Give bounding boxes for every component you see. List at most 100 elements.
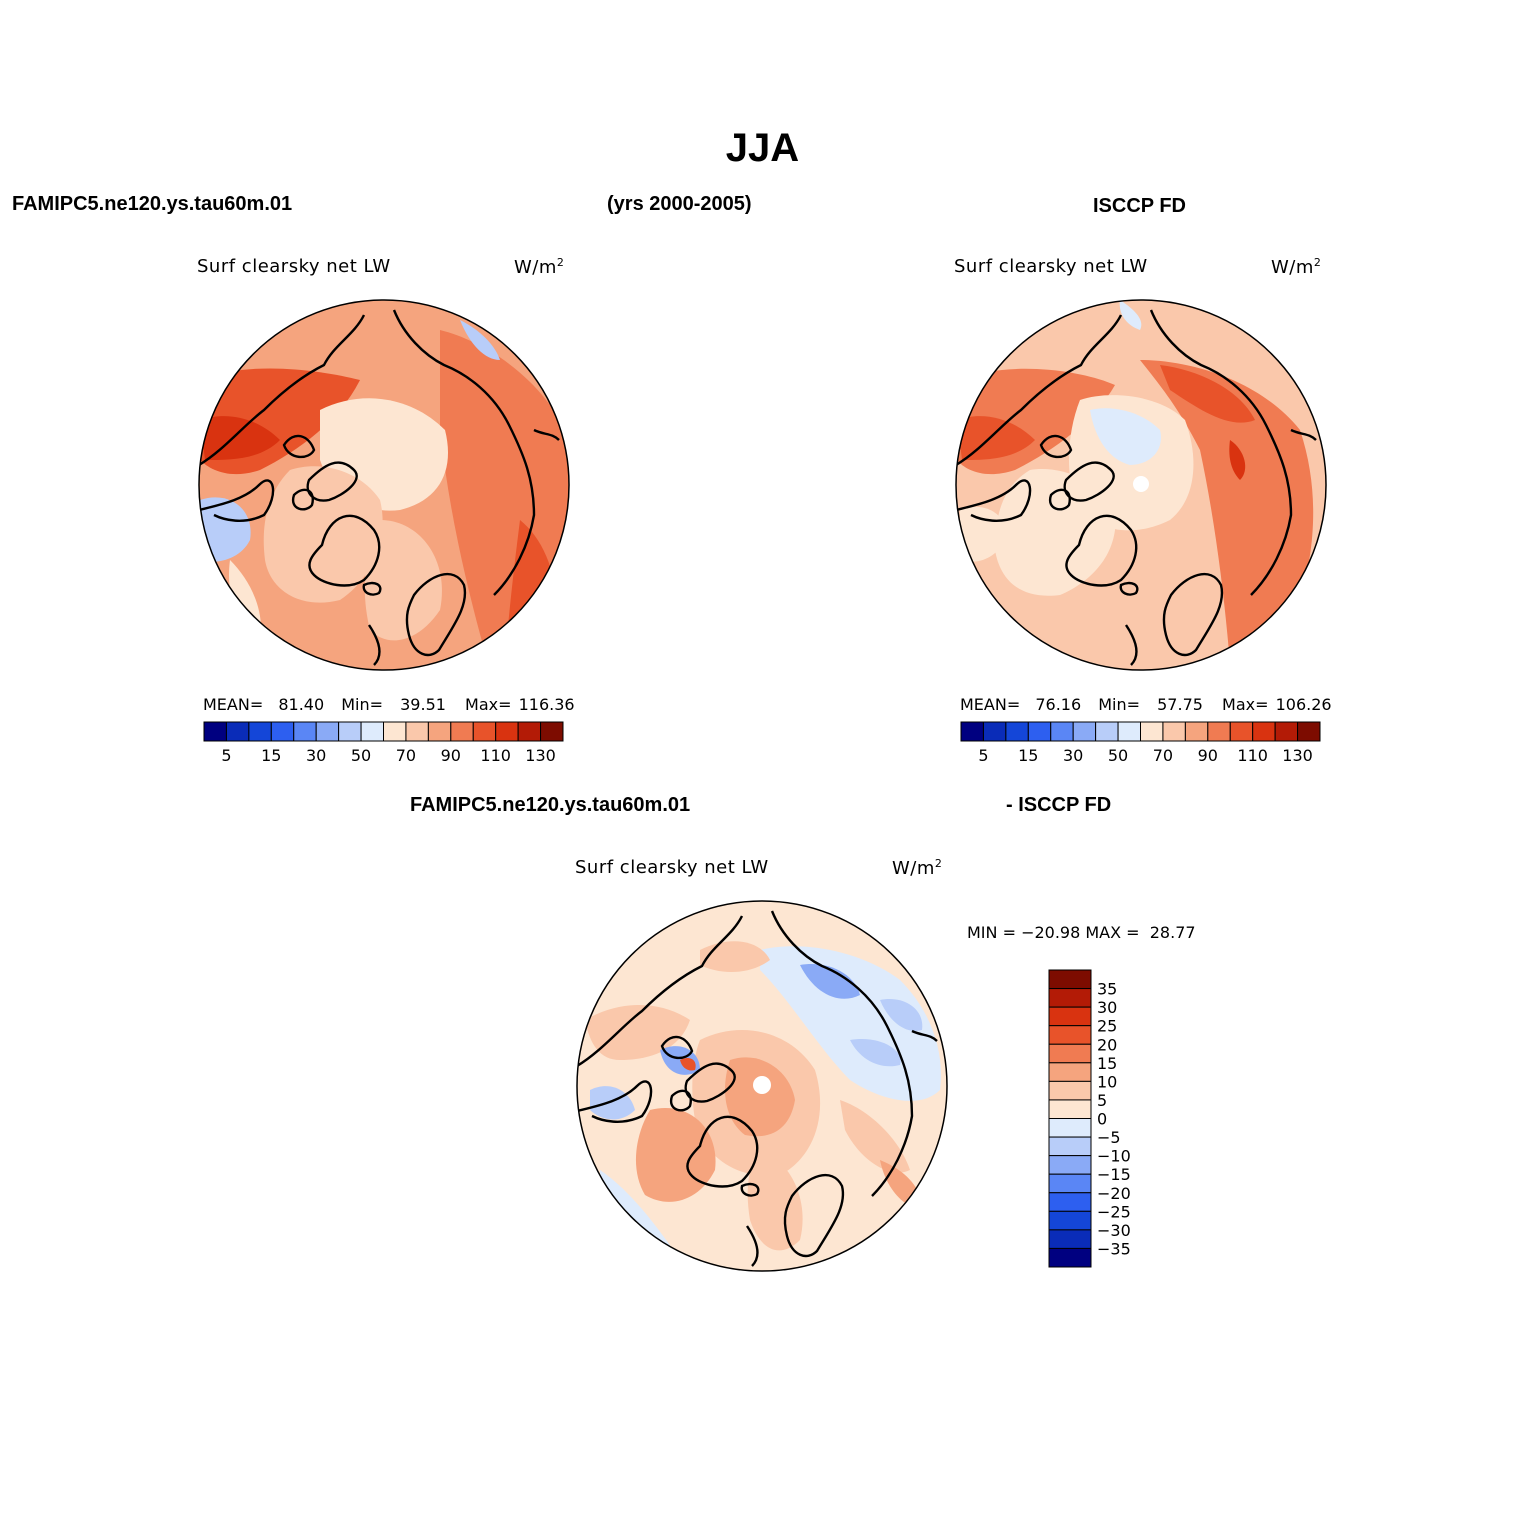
colorbar1-box [540, 721, 564, 742]
colorbar1-tick-label: 30 [306, 746, 326, 765]
colorbar2-tick-label: 70 [1153, 746, 1173, 765]
colorbar2-box [1117, 721, 1141, 742]
colorbar2-box [1072, 721, 1097, 742]
colorbar2-box [1207, 721, 1231, 742]
colorbar3-tick-label: 5 [1097, 1091, 1107, 1110]
colorbar1-tick-label: 50 [351, 746, 371, 765]
panel1-mean-label: MEAN= [203, 695, 264, 714]
panel1-variable: Surf clearsky net LW [197, 256, 391, 277]
colorbar2-tick-label: 50 [1108, 746, 1128, 765]
panel3-variable: Surf clearsky net LW [575, 857, 769, 878]
colorbar2-tick-label: 90 [1198, 746, 1218, 765]
panel1-units: W/m2 [514, 256, 564, 278]
panel2-units-sup: 2 [1313, 256, 1322, 269]
colorbar3-tick-label: −20 [1097, 1184, 1131, 1203]
header-center: (yrs 2000-2005) [607, 193, 752, 215]
colorbar2-box [1050, 721, 1074, 742]
colorbar3-box [1048, 1080, 1092, 1101]
colorbar3-box [1048, 1043, 1092, 1064]
colorbar1-box [248, 721, 272, 742]
colorbar1-box [450, 721, 474, 742]
panel2-units-base: W/m [1271, 257, 1314, 278]
colorbar2-box [1162, 721, 1186, 742]
colorbar1-tick-label: 15 [261, 746, 281, 765]
panel2-min: 57.75 [1157, 695, 1203, 714]
colorbar3-tick-label: 25 [1097, 1017, 1117, 1036]
colorbar2-tick-label: 130 [1282, 746, 1313, 765]
colorbar2-box [1005, 721, 1029, 742]
panel3-units-base: W/m [892, 858, 935, 879]
colorbar2-tick-label: 15 [1018, 746, 1038, 765]
panel1-min-label: Min= [341, 695, 384, 714]
colorbar3-box [1048, 1247, 1092, 1268]
panel3-map-border [576, 900, 948, 1272]
colorbar1-tick-label: 130 [525, 746, 556, 765]
colorbar2-box [1027, 721, 1052, 742]
header-right: ISCCP FD [1093, 195, 1186, 217]
panel2-units: W/m2 [1271, 256, 1321, 278]
colorbar1-tick-label: 5 [221, 746, 231, 765]
panel2-map-border [955, 299, 1327, 671]
colorbar3-tick-label: 0 [1097, 1110, 1107, 1129]
panel2-mean-label: MEAN= [960, 695, 1021, 714]
colorbar3-tick-label: 30 [1097, 998, 1117, 1017]
colorbar3-box [1048, 1155, 1092, 1175]
colorbar3-tick-label: −15 [1097, 1165, 1131, 1184]
colorbar3-box [1048, 1118, 1092, 1138]
panel2-mean: 76.16 [1035, 695, 1082, 714]
colorbar3-tick-label: 15 [1097, 1054, 1117, 1073]
panel2-map [956, 300, 1326, 670]
colorbar2-box [1297, 721, 1321, 742]
panel2-max-label: Max= [1222, 695, 1269, 714]
colorbar3-box [1048, 969, 1092, 990]
colorbar1-box [293, 721, 317, 742]
colorbar2-box [982, 721, 1007, 742]
colorbar3-box [1048, 1173, 1092, 1194]
colorbar1-tick-label: 70 [396, 746, 416, 765]
colorbar2-box [1140, 721, 1164, 742]
colorbar1-box [427, 721, 452, 742]
colorbar3-tick-label: 10 [1097, 1072, 1117, 1091]
colorbar2-tick-label: 5 [978, 746, 988, 765]
colorbar1-box [203, 721, 227, 742]
panel2-min-label: Min= [1098, 695, 1141, 714]
colorbar3-box [1048, 1099, 1092, 1119]
colorbar1-box [405, 721, 429, 742]
panel1-units-base: W/m [514, 257, 557, 278]
colorbar2-box [960, 721, 984, 742]
colorbar2-box [1184, 721, 1209, 742]
colorbar3-box [1048, 1210, 1092, 1231]
colorbar2-tick-label: 110 [1237, 746, 1268, 765]
colorbar1-box [225, 721, 250, 742]
colorbar3-tick-label: −5 [1097, 1128, 1121, 1147]
colorbar1-box [338, 721, 362, 742]
panel1-min: 39.51 [400, 695, 446, 714]
colorbar1-tick-label: 110 [480, 746, 511, 765]
panel2-max: 106.26 [1275, 695, 1332, 714]
colorbar3-tick-label: −25 [1097, 1202, 1131, 1221]
panel3-units-sup: 2 [934, 857, 943, 870]
panel3-map [577, 901, 947, 1271]
diff-header-left: FAMIPC5.ne120.ys.tau60m.01 [410, 794, 691, 816]
colorbar1-box [360, 721, 384, 742]
colorbar3-box [1048, 1229, 1092, 1249]
panel1-map-border [198, 299, 570, 671]
colorbar2-box [1095, 721, 1119, 742]
colorbar3-tick-label: −30 [1097, 1221, 1131, 1240]
colorbar2-box [1274, 721, 1299, 742]
colorbar3-tick-label: −10 [1097, 1147, 1131, 1166]
colorbar3-box [1048, 1006, 1092, 1027]
panel3-units: W/m2 [892, 857, 942, 879]
colorbar2-box [1229, 721, 1254, 742]
panel2-variable: Surf clearsky net LW [954, 256, 1148, 277]
panel3-stats: MIN = −20.98 MAX = 28.77 [967, 923, 1196, 942]
figure-title: JJA [725, 126, 800, 170]
colorbar3-tick-label: 20 [1097, 1035, 1117, 1054]
panel1-stats: MEAN= 81.40 Min= 39.51 Max= 116.36 [203, 695, 575, 714]
colorbar1-box [472, 721, 497, 742]
panel1-units-sup: 2 [556, 256, 565, 269]
panel1-max-label: Max= [465, 695, 512, 714]
colorbar1-tick-label: 90 [441, 746, 461, 765]
panel2-stats: MEAN= 76.16 Min= 57.75 Max= 106.26 [960, 695, 1332, 714]
